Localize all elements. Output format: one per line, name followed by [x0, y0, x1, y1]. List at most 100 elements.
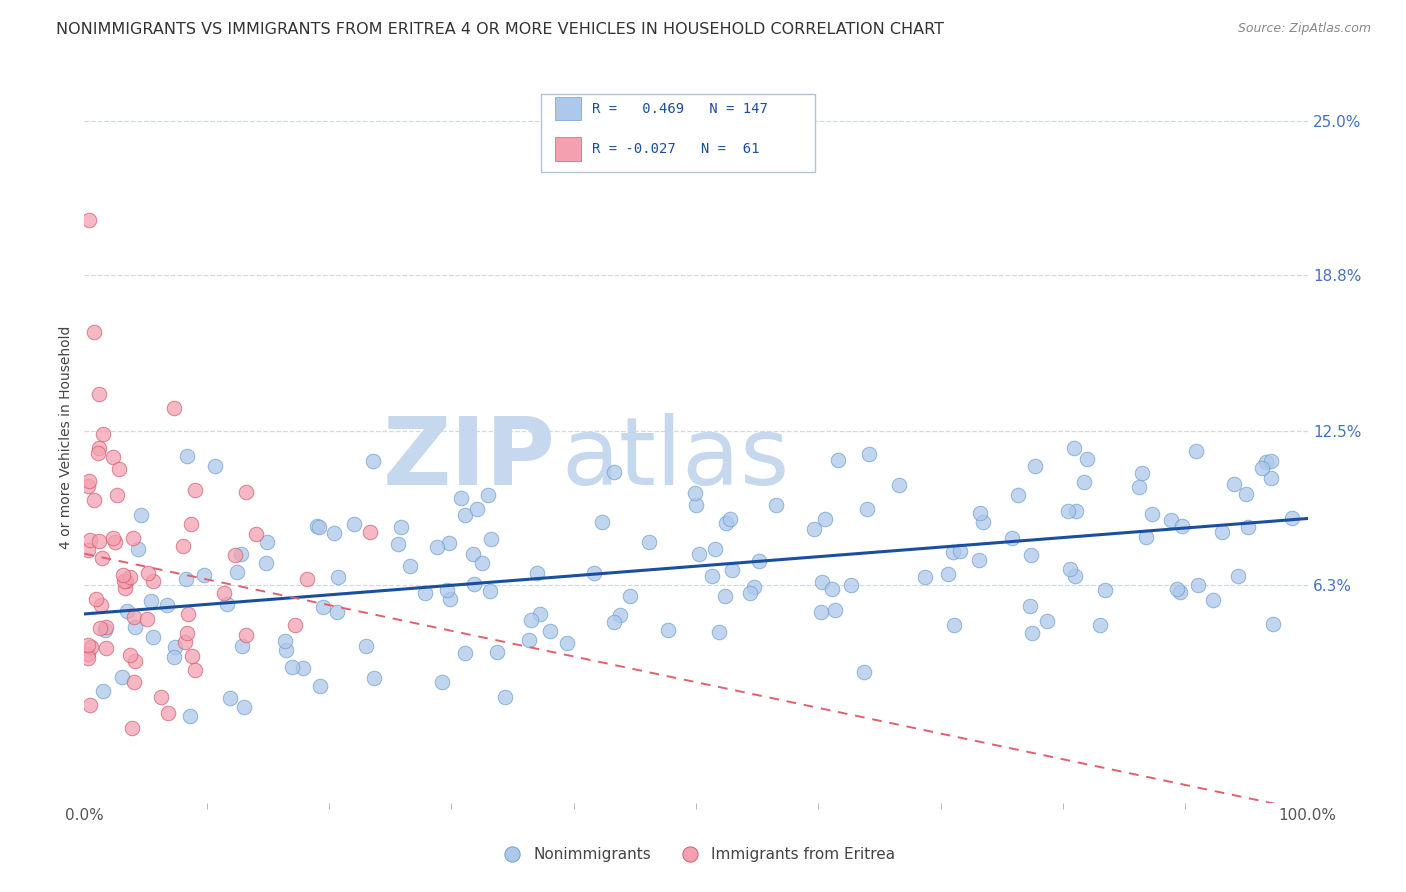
Point — [538, 624, 561, 639]
Point — [172, 539, 194, 553]
Point — [204, 458, 226, 473]
Point — [165, 640, 187, 654]
Point — [180, 517, 202, 532]
Point — [1281, 510, 1303, 524]
Point — [517, 633, 540, 648]
Point — [142, 630, 165, 644]
Point — [439, 592, 461, 607]
Point — [936, 567, 959, 582]
Point — [231, 639, 253, 653]
Point — [852, 665, 875, 679]
Point — [184, 663, 207, 677]
Point — [308, 519, 330, 533]
Point — [1007, 488, 1029, 502]
Point — [162, 649, 184, 664]
Point — [1019, 599, 1042, 613]
Point — [87, 446, 110, 460]
Point — [83, 325, 105, 339]
Point — [121, 722, 143, 736]
Point — [231, 547, 253, 561]
Point — [118, 648, 141, 662]
Point — [426, 541, 449, 555]
Point — [582, 566, 605, 580]
Point — [1000, 531, 1022, 545]
Point — [738, 586, 761, 600]
Point — [77, 650, 100, 665]
Point — [657, 623, 679, 637]
Point — [89, 621, 111, 635]
Point — [103, 450, 125, 464]
Point — [465, 502, 488, 516]
Point — [91, 683, 114, 698]
Point — [810, 606, 832, 620]
Point — [323, 525, 346, 540]
Point — [118, 570, 141, 584]
Point — [454, 508, 477, 522]
Point — [79, 475, 101, 489]
Point — [1140, 508, 1163, 522]
Point — [972, 516, 994, 530]
Point — [841, 577, 863, 591]
Point — [79, 533, 101, 547]
Point — [122, 675, 145, 690]
Point — [274, 643, 297, 657]
Point — [436, 583, 458, 598]
Text: atlas: atlas — [561, 413, 790, 505]
Point — [856, 501, 879, 516]
Point — [1187, 578, 1209, 592]
Point — [108, 461, 131, 475]
Point — [1064, 504, 1087, 518]
Point — [124, 620, 146, 634]
Point — [309, 679, 332, 693]
Point — [529, 607, 551, 622]
Point — [1019, 548, 1042, 562]
Point — [603, 465, 626, 479]
Point — [311, 599, 333, 614]
Point — [463, 547, 485, 561]
Point — [214, 585, 236, 599]
Point — [810, 575, 832, 590]
Point — [91, 550, 114, 565]
Point — [181, 649, 204, 664]
Point — [765, 498, 787, 512]
Point — [233, 700, 256, 714]
Point — [463, 577, 485, 591]
Point — [122, 532, 145, 546]
Point — [949, 543, 972, 558]
Point — [1130, 466, 1153, 480]
Point — [343, 516, 366, 531]
Point — [84, 591, 107, 606]
Point — [716, 516, 738, 530]
Point — [94, 624, 117, 638]
Point — [174, 635, 197, 649]
Point — [638, 535, 661, 549]
Point — [217, 598, 239, 612]
Point — [969, 506, 991, 520]
Text: R =   0.469   N = 147: R = 0.469 N = 147 — [592, 102, 768, 116]
Point — [354, 639, 377, 653]
Point — [1234, 486, 1257, 500]
Point — [1088, 618, 1111, 632]
Point — [1211, 525, 1233, 540]
Point — [110, 670, 132, 684]
Point — [685, 498, 707, 512]
Point — [803, 522, 825, 536]
Point — [115, 574, 138, 589]
Legend: Nonimmigrants, Immigrants from Eritrea: Nonimmigrants, Immigrants from Eritrea — [491, 841, 901, 868]
Point — [328, 570, 350, 584]
Point — [91, 426, 114, 441]
Point — [1184, 443, 1206, 458]
Point — [683, 486, 706, 500]
Point — [413, 586, 436, 600]
Point — [136, 566, 159, 580]
Point — [176, 625, 198, 640]
Point — [1227, 568, 1250, 582]
Point — [399, 558, 422, 573]
Point — [1024, 458, 1046, 473]
Point — [1260, 471, 1282, 485]
Point — [1073, 475, 1095, 490]
Point — [179, 708, 201, 723]
Point — [914, 570, 936, 584]
Point — [77, 479, 100, 493]
Point — [292, 660, 315, 674]
